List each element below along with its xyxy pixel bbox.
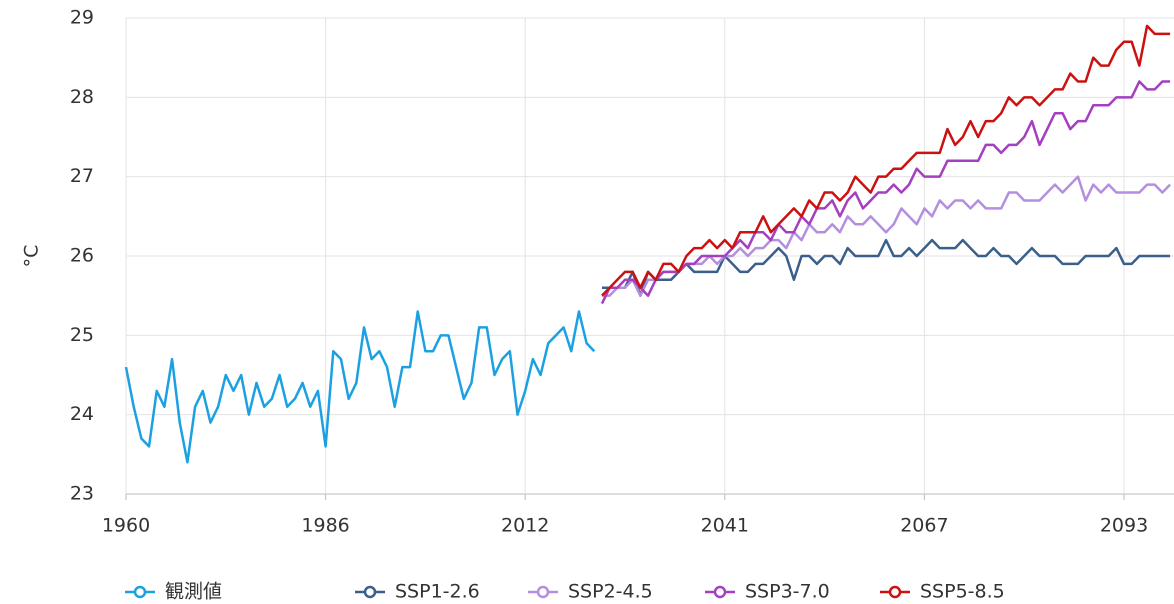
y-tick-label: 26 (70, 245, 94, 267)
series-line (600, 80, 1171, 305)
x-tick-label: 1960 (102, 515, 150, 537)
y-tick-label: 28 (70, 86, 94, 108)
legend-item: SSP1-2.6 (355, 581, 480, 603)
y-tick-label: 23 (70, 483, 94, 505)
legend-label: SSP2-4.5 (568, 581, 653, 603)
y-tick-label: 24 (70, 403, 94, 425)
legend-marker (713, 585, 727, 599)
legend-label: SSP5-8.5 (920, 581, 1005, 603)
legend-marker (363, 585, 377, 599)
legend-marker (536, 585, 550, 599)
x-tick-label: 2012 (501, 515, 549, 537)
y-tick-label: 27 (70, 165, 94, 187)
legend-marker (133, 585, 147, 599)
x-tick-label: 2041 (701, 515, 749, 537)
x-tick-label: 2067 (900, 515, 948, 537)
series-line (601, 238, 1171, 297)
legend-label: SSP1-2.6 (395, 581, 480, 603)
series-line (601, 175, 1171, 297)
legend-label: 観測値 (165, 581, 222, 603)
y-tick-label: 25 (70, 324, 94, 346)
x-tick-label: 1986 (301, 515, 349, 537)
y-tick-label: 29 (70, 7, 94, 29)
x-tick-label: 2093 (1100, 515, 1148, 537)
legend-label: SSP3-7.0 (745, 581, 830, 603)
legend-item: SSP2-4.5 (528, 581, 653, 603)
legend-item: 観測値 (125, 581, 222, 603)
legend-item: SSP3-7.0 (705, 581, 830, 603)
legend-marker (888, 585, 902, 599)
series-line (601, 24, 1171, 297)
series-line (124, 310, 596, 464)
legend-item: SSP5-8.5 (880, 581, 1005, 603)
y-axis-label: °C (21, 245, 43, 268)
